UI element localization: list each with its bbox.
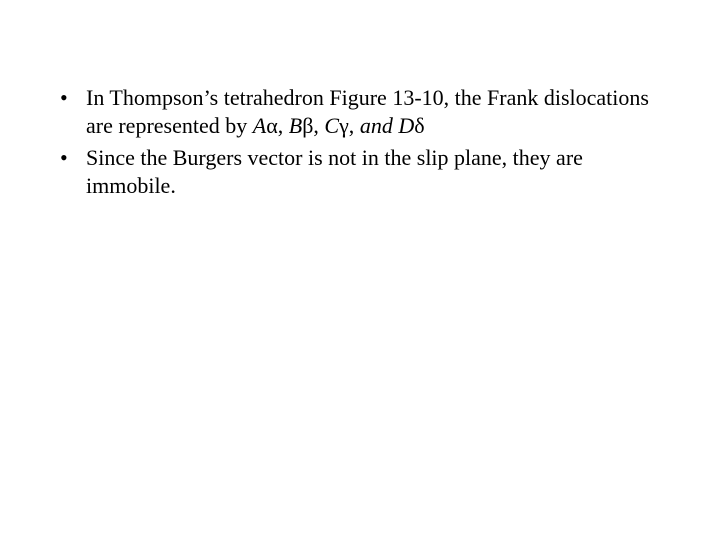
inline-formula: Aα, Bβ, Cγ, and Dδ: [253, 113, 425, 138]
list-item: Since the Burgers vector is not in the s…: [56, 144, 664, 200]
bullet-text: In Thompson’s tetrahedron Figure 13-10, …: [86, 85, 649, 138]
bullet-text: Since the Burgers vector is not in the s…: [86, 145, 583, 198]
list-item: In Thompson’s tetrahedron Figure 13-10, …: [56, 84, 664, 140]
bullet-text-before: Since the Burgers vector is not in the s…: [86, 145, 583, 198]
slide: In Thompson’s tetrahedron Figure 13-10, …: [0, 0, 720, 540]
bullet-list: In Thompson’s tetrahedron Figure 13-10, …: [56, 84, 664, 200]
